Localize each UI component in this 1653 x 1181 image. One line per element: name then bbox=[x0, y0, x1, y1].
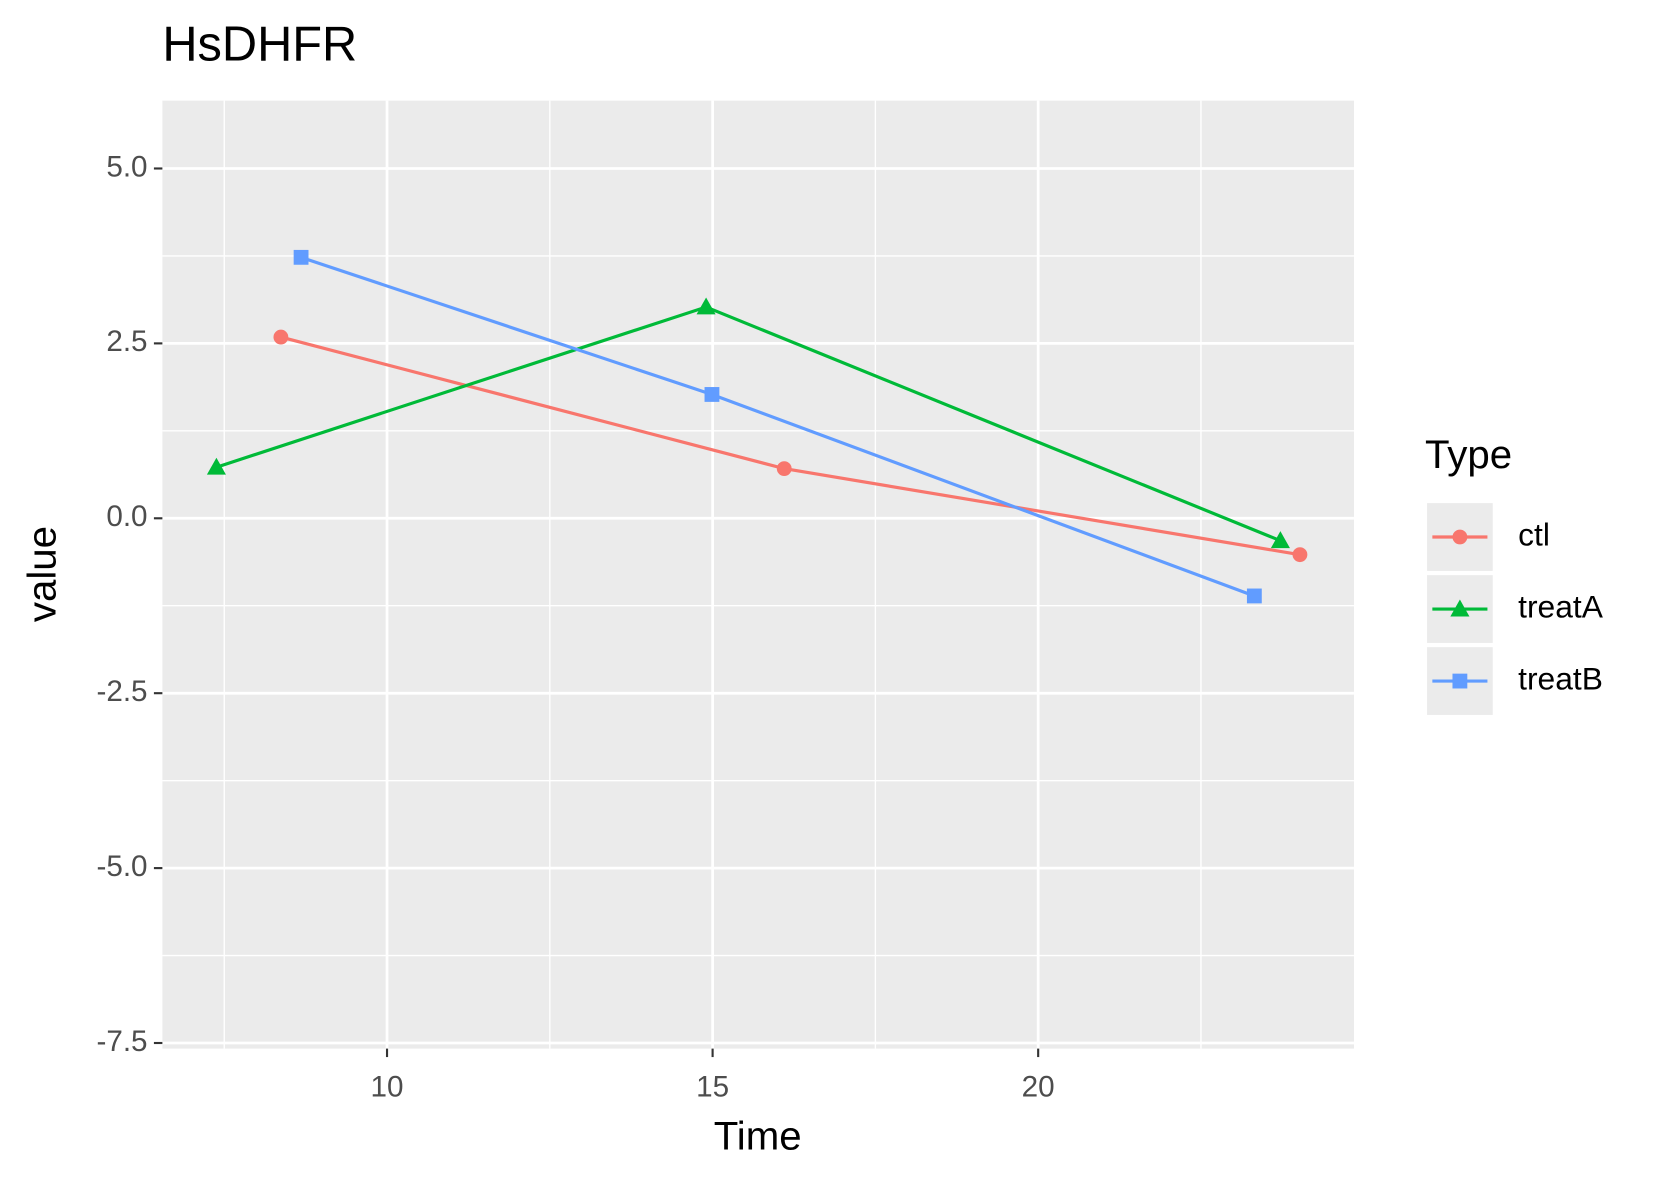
y-tick-label: -2.5 bbox=[96, 675, 147, 708]
legend-key-marker bbox=[1450, 599, 1470, 617]
point bbox=[1270, 531, 1290, 549]
legend-label: ctl bbox=[1518, 516, 1550, 552]
legend-key-marker bbox=[1452, 673, 1468, 689]
legend-label: treatA bbox=[1518, 588, 1604, 624]
y-tick-label: 5.0 bbox=[106, 150, 147, 183]
legend-label: treatB bbox=[1518, 660, 1603, 696]
y-axis-title: value bbox=[19, 526, 64, 622]
x-tick-label: 15 bbox=[696, 1071, 729, 1104]
y-tick-label: 2.5 bbox=[106, 325, 147, 358]
chart-title: HsDHFR bbox=[162, 18, 357, 72]
y-tick-label: 0.0 bbox=[106, 500, 147, 533]
grid: 10 15 20 5.0 2.5 0.0 -2.5 -5.0 -7.5 bbox=[96, 100, 1354, 1104]
y-tick-label: -7.5 bbox=[96, 1025, 147, 1058]
x-tick-label: 20 bbox=[1022, 1071, 1055, 1104]
plot-area bbox=[206, 249, 1308, 604]
point bbox=[704, 387, 720, 402]
legend-title: Type bbox=[1425, 432, 1512, 477]
legend: ctl treatA treatB bbox=[1427, 503, 1604, 715]
point bbox=[696, 297, 716, 315]
y-tick-label: -5.0 bbox=[96, 850, 147, 883]
point bbox=[1246, 588, 1262, 604]
x-axis-title: Time bbox=[714, 1113, 802, 1158]
point bbox=[776, 461, 792, 477]
panel bbox=[162, 100, 1354, 1049]
legend-key-marker bbox=[1452, 529, 1468, 545]
point bbox=[273, 329, 289, 345]
point bbox=[293, 249, 309, 265]
point bbox=[1292, 547, 1308, 563]
x-tick-label: 10 bbox=[371, 1071, 404, 1104]
point bbox=[206, 457, 226, 475]
